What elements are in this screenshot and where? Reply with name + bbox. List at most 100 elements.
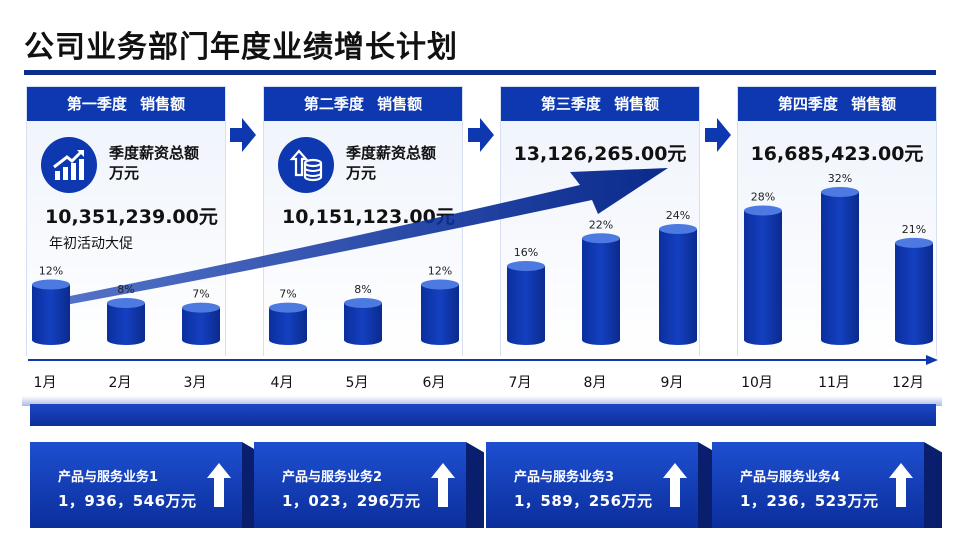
x-tick-label: 12月 [892,375,924,391]
x-tick-label: 4月 [271,375,294,391]
quarter-amount-1: 10,351,239.00元 [45,206,218,228]
x-tick-label: 5月 [346,375,369,391]
product-card-3: 产品与服务业务3 1，589，256万元 [486,442,716,528]
bar-8月: 22% [582,218,620,345]
data-label: 32% [828,172,852,185]
bar-body [582,238,620,345]
arrow-up-icon [663,463,687,507]
bar-cap [744,205,782,216]
bar-cap [895,237,933,248]
bar-cap [821,187,859,197]
quarter-label-1: 第一季度 [66,95,127,113]
product-card-1: 产品与服务业务1 1，936，546万元 [30,442,260,528]
bar-body [659,229,697,345]
bar-body [821,192,859,345]
chevron-right-icon [230,118,256,152]
x-tick-label: 7月 [509,375,532,391]
bar-3月: 7% [182,288,220,345]
bar-cap [582,233,620,244]
bar-body [421,284,459,345]
data-label: 16% [514,246,538,259]
bar-9月: 24% [659,209,697,345]
x-tick-label: 3月 [184,375,207,391]
quarter-header-2: 第二季度 销售额 [264,87,462,121]
quarter-header-4: 第四季度 销售额 [738,87,936,121]
bar-cap [421,279,459,290]
quarter-sublabel-3: 销售额 [614,95,660,113]
bar-cap [269,302,307,313]
bar-cap [182,302,220,313]
product-value-1: 1，936，546万元 [58,492,197,510]
product-card-4: 产品与服务业务4 1，236，523万元 [712,442,942,528]
bar-cap [32,279,70,290]
quarter-label-4: 第四季度 [777,95,838,113]
quarter-metric-line2-2: 万元 [346,164,377,182]
quarter-sublabel-2: 销售额 [377,95,423,113]
product-name-1: 产品与服务业务1 [58,470,159,485]
bar-cap [507,261,545,271]
quarter-metric-line1-1: 季度薪资总额 [109,144,200,162]
chevron-right-icon [468,118,494,152]
quarter-amount-4: 16,685,423.00元 [750,143,924,165]
bar-12月: 21% [895,223,933,345]
quarter-sublabel-1: 销售额 [140,95,186,113]
product-value-4: 1，236，523万元 [740,492,879,510]
x-tick-label: 6月 [423,375,446,391]
bar-body [895,242,933,345]
product-card-2: 产品与服务业务2 1，023，296万元 [254,442,484,528]
data-label: 28% [751,191,775,204]
quarter-label-3: 第三季度 [540,95,601,113]
x-tick-label: 10月 [741,375,773,391]
data-label: 8% [354,283,371,296]
quarter-amount-3: 13,126,265.00元 [513,143,687,165]
bar-cap [344,298,382,308]
quarter-metric-1: 季度薪资总额 万元 [109,143,199,183]
data-label: 12% [39,265,63,278]
growth-chart-icon [41,137,97,193]
quarter-amount-2: 10,151,123.00元 [282,206,455,228]
bar-body [182,307,220,345]
x-tick-label: 9月 [661,375,684,391]
bar-cap [107,298,145,308]
quarter-metric-line1-2: 季度薪资总额 [346,144,437,162]
product-value-3: 1，589，256万元 [514,492,653,510]
bar-4月: 7% [269,288,307,345]
quarter-header-1: 第一季度 销售额 [27,87,225,121]
data-label: 12% [428,265,452,278]
data-label: 22% [589,218,613,231]
product-value-2: 1，023，296万元 [282,492,421,510]
x-axis-arrow-icon [926,355,938,365]
base-shadow [22,396,942,406]
chevron-right-icon [705,118,731,152]
data-label: 7% [279,288,296,301]
product-name-3: 产品与服务业务3 [514,470,615,485]
quarter-sublabel-4: 销售额 [851,95,897,113]
product-name-2: 产品与服务业务2 [282,470,383,485]
bar-body [107,303,145,345]
base-band [30,404,936,426]
quarter-label-2: 第二季度 [303,95,364,113]
data-label: 21% [902,223,926,236]
bar-7月: 16% [507,246,545,345]
title-divider [24,70,936,75]
bar-cap [659,224,697,234]
x-tick-label: 2月 [109,375,132,391]
quarter-metric-line2-1: 万元 [109,164,140,182]
quarter-header-3: 第三季度 销售额 [501,87,699,121]
product-name-4: 产品与服务业务4 [740,470,841,485]
bar-body [507,266,545,345]
quarter-note-1: 年初活动大促 [49,236,133,252]
arrow-up-icon [889,463,913,507]
bar-10月: 28% [744,191,782,345]
bar-1月: 12% [32,265,70,345]
data-label: 7% [192,288,209,301]
bar-body [32,284,70,345]
quarter-metric-2: 季度薪资总额 万元 [346,143,436,183]
bar-body [344,303,382,345]
bar-body [269,307,307,345]
x-tick-label: 1月 [34,375,57,391]
bar-11月: 32% [821,172,859,345]
bar-body [744,210,782,345]
coins-growth-icon [278,137,334,193]
